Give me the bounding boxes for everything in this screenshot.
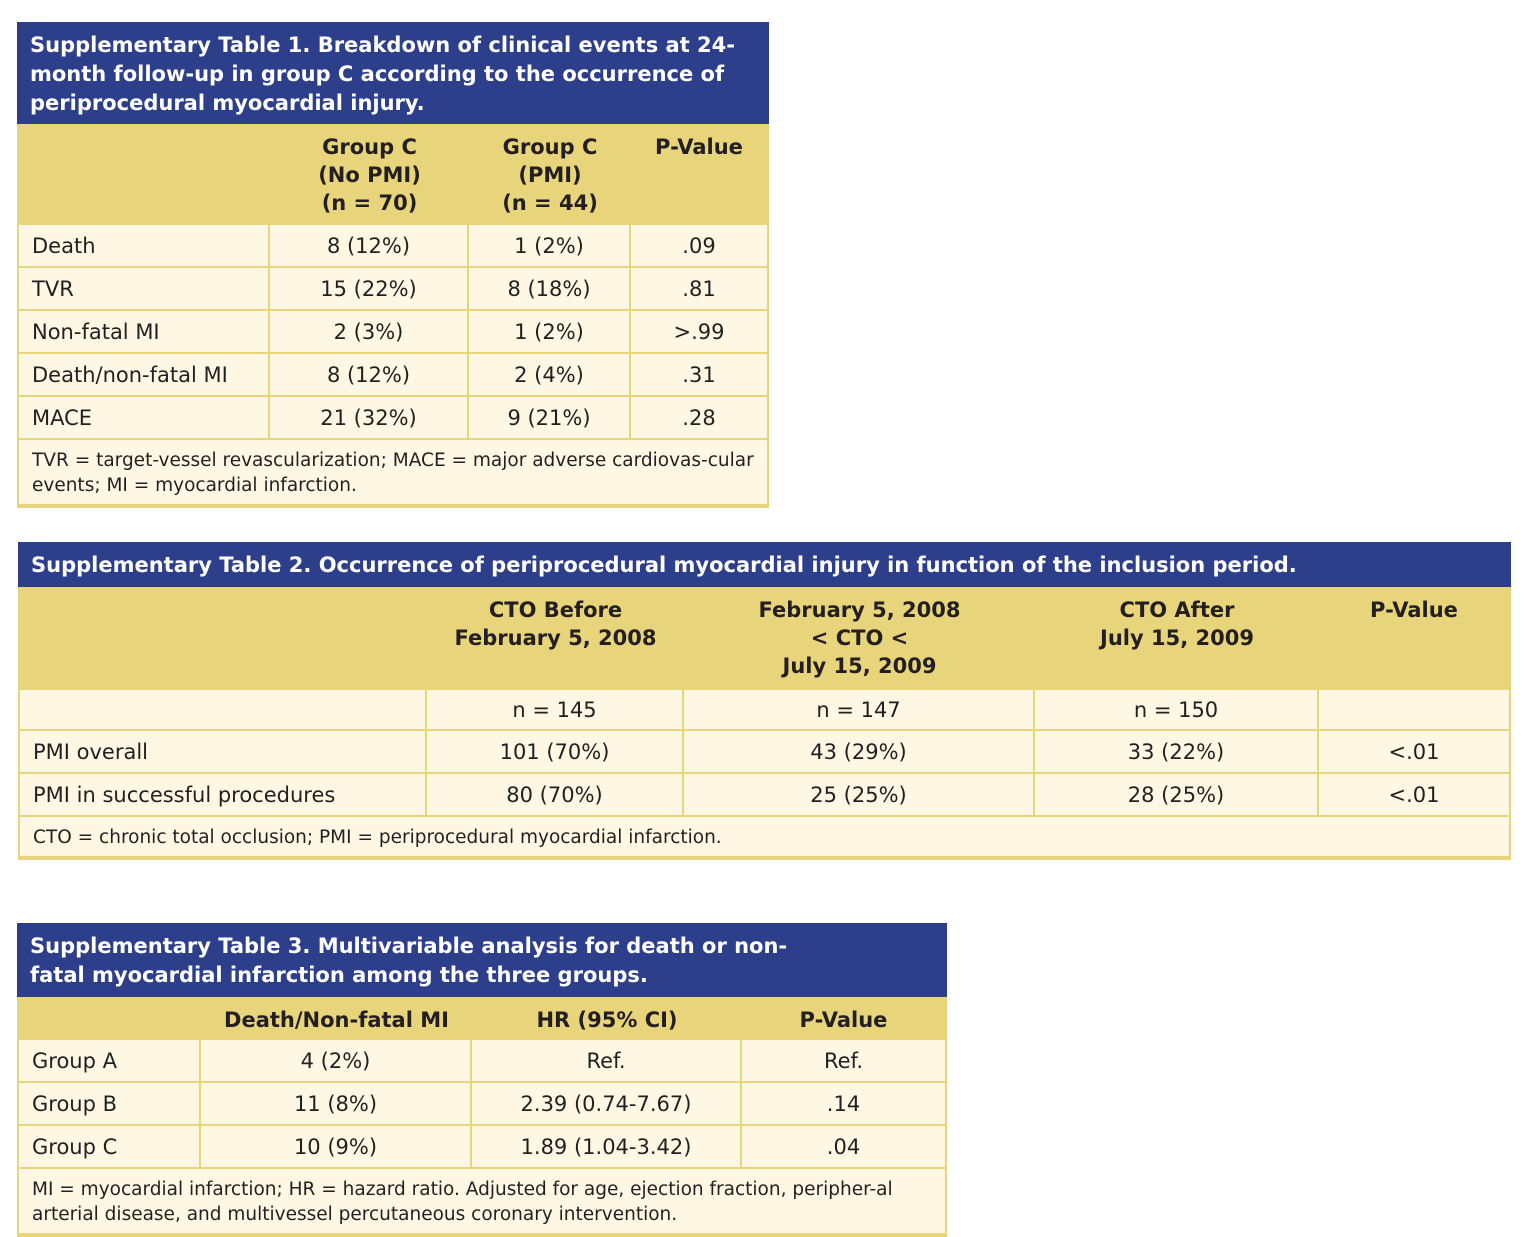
cell: 80 (70%) xyxy=(427,774,684,817)
title-text: Supplementary Table 2. Occurrence of per… xyxy=(31,553,1297,577)
header-line: February 5, 2008 xyxy=(454,626,657,650)
header-line: CTO Before xyxy=(488,598,623,622)
cell: .81 xyxy=(631,268,767,311)
cell: 25 (25%) xyxy=(684,774,1035,817)
column-header: Group C (No PMI) (n = 70) xyxy=(270,124,469,225)
title-text: Supplementary Table 3. Multivariable ana… xyxy=(30,934,788,987)
row-label: Death xyxy=(19,225,270,268)
column-header: P-Value xyxy=(742,997,945,1040)
header-line: February 5, 2008 xyxy=(758,598,961,622)
footnote: MI = myocardial infarction; HR = hazard … xyxy=(19,1169,945,1235)
header-line: Group C xyxy=(322,135,417,159)
cell: .31 xyxy=(631,354,767,397)
row-label: TVR xyxy=(19,268,270,311)
header-line: CTO After xyxy=(1119,598,1235,622)
header-line: HR (95% CI) xyxy=(536,1008,678,1032)
footnote: TVR = target-vessel revascularization; M… xyxy=(19,440,767,506)
cell: .09 xyxy=(631,225,767,268)
column-header: Group C (PMI) (n = 44) xyxy=(469,124,631,225)
cell: >.99 xyxy=(631,311,767,354)
cell: 1 (2%) xyxy=(469,225,631,268)
cell: Ref. xyxy=(742,1040,945,1083)
table: Supplementary Table 1. Breakdown of clin… xyxy=(17,22,769,508)
row-label: Group A xyxy=(19,1040,201,1083)
cell: 2 (4%) xyxy=(469,354,631,397)
cell: 4 (2%) xyxy=(201,1040,472,1083)
header-line: Death/Non-fatal MI xyxy=(224,1008,449,1032)
header-line: (No PMI) xyxy=(318,163,421,187)
column-header: CTO After July 15, 2009 xyxy=(1035,587,1319,688)
cell: 1 (2%) xyxy=(469,311,631,354)
header-line: July 15, 2009 xyxy=(782,654,937,678)
cell: 43 (29%) xyxy=(684,731,1035,774)
header-line: P-Value xyxy=(799,1008,888,1032)
cell: 1.89 (1.04-3.42) xyxy=(472,1126,742,1169)
cell: 15 (22%) xyxy=(270,268,469,311)
cell: Ref. xyxy=(472,1040,742,1083)
row-label: Death/non-fatal MI xyxy=(19,354,270,397)
cell: .14 xyxy=(742,1083,945,1126)
header-line: (n = 44) xyxy=(502,191,598,215)
table-title: Supplementary Table 2. Occurrence of per… xyxy=(18,542,1511,587)
footnote: CTO = chronic total occlusion; PMI = per… xyxy=(20,817,1509,858)
table-title: Supplementary Table 3. Multivariable ana… xyxy=(17,923,947,997)
row-label: PMI in successful procedures xyxy=(20,774,427,817)
header-line: P-Value xyxy=(1370,598,1458,622)
header-line: P-Value xyxy=(655,135,743,159)
header-line: (PMI) xyxy=(518,163,582,187)
cell: <.01 xyxy=(1319,774,1509,817)
cell: 33 (22%) xyxy=(1035,731,1319,774)
cell: 9 (21%) xyxy=(469,397,631,440)
row-label: MACE xyxy=(19,397,270,440)
cell: 101 (70%) xyxy=(427,731,684,774)
cell: 8 (18%) xyxy=(469,268,631,311)
header-line: Group C xyxy=(502,135,598,159)
cell: 10 (9%) xyxy=(201,1126,472,1169)
column-header: February 5, 2008 < CTO < July 15, 2009 xyxy=(684,587,1035,688)
header-line: (n = 70) xyxy=(321,191,418,215)
table-title: Supplementary Table 1. Breakdown of clin… xyxy=(17,22,769,124)
row-label: Group C xyxy=(19,1126,201,1169)
cell: .28 xyxy=(631,397,767,440)
row-label: PMI overall xyxy=(20,731,427,774)
column-header: HR (95% CI) xyxy=(472,997,742,1040)
n-cell: n = 150 xyxy=(1035,688,1319,731)
column-header: CTO Before February 5, 2008 xyxy=(427,587,684,688)
n-cell: n = 147 xyxy=(684,688,1035,731)
column-header: Death/Non-fatal MI xyxy=(201,997,472,1040)
column-header: P-Value xyxy=(631,124,767,225)
cell: 8 (12%) xyxy=(270,354,469,397)
cell: 8 (12%) xyxy=(270,225,469,268)
row-label: Group B xyxy=(19,1083,201,1126)
header-line: July 15, 2009 xyxy=(1100,626,1254,650)
n-cell xyxy=(1319,688,1509,731)
cell: .04 xyxy=(742,1126,945,1169)
n-cell: n = 145 xyxy=(427,688,684,731)
cell: 11 (8%) xyxy=(201,1083,472,1126)
cell: <.01 xyxy=(1319,731,1509,774)
table: Supplementary Table 3. Multivariable ana… xyxy=(17,923,947,1237)
table: Supplementary Table 2. Occurrence of per… xyxy=(18,542,1511,860)
cell: 2 (3%) xyxy=(270,311,469,354)
row-label: Non-fatal MI xyxy=(19,311,270,354)
header-line: < CTO < xyxy=(810,626,909,650)
cell: 21 (32%) xyxy=(270,397,469,440)
cell: 28 (25%) xyxy=(1035,774,1319,817)
column-header: P-Value xyxy=(1319,587,1509,688)
n-cell xyxy=(20,688,427,731)
cell: 2.39 (0.74-7.67) xyxy=(472,1083,742,1126)
title-text: Supplementary Table 1. Breakdown of clin… xyxy=(30,33,735,115)
